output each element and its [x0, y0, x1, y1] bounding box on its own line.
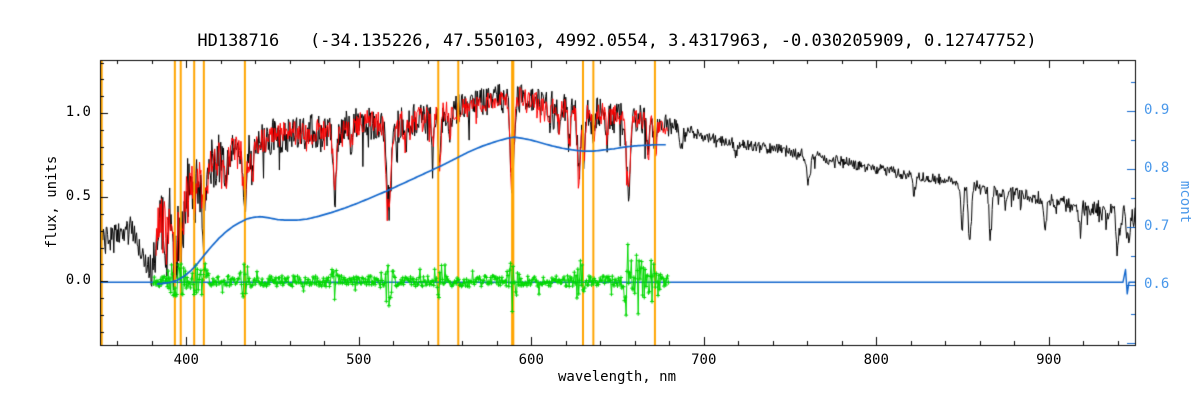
y-axis-label-right: mcont [1177, 180, 1193, 224]
y-axis-label-left: flux, units [44, 155, 60, 249]
plot-title: HD138716 (-34.135226, 47.550103, 4992.05… [197, 31, 1037, 51]
x-axis-label: wavelength, nm [557, 369, 677, 385]
